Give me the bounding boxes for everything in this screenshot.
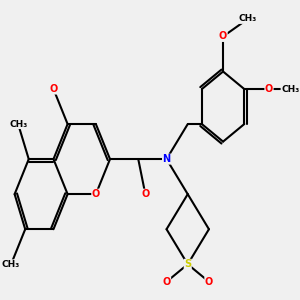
Text: CH₃: CH₃ xyxy=(281,85,299,94)
Text: S: S xyxy=(184,259,191,269)
Text: O: O xyxy=(205,277,213,287)
Text: O: O xyxy=(162,277,171,287)
Text: O: O xyxy=(219,32,227,41)
Text: O: O xyxy=(50,84,58,94)
Text: O: O xyxy=(265,84,273,94)
Text: CH₃: CH₃ xyxy=(2,260,20,269)
Text: O: O xyxy=(92,189,100,199)
Text: CH₃: CH₃ xyxy=(239,14,257,23)
Text: CH₃: CH₃ xyxy=(9,120,27,129)
Text: O: O xyxy=(141,189,149,199)
Text: N: N xyxy=(163,154,171,164)
